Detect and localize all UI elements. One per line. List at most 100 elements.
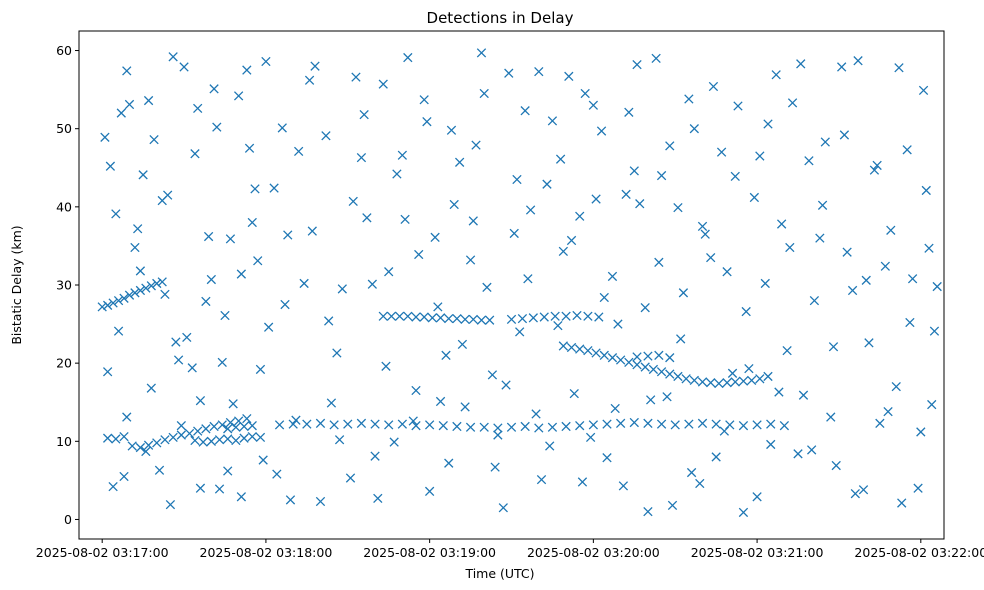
data-point [427,313,438,323]
data-point [424,486,435,496]
data-point [629,166,639,176]
data-point [146,383,156,393]
data-point [689,375,699,386]
data-point [741,306,751,317]
data-point [411,312,421,322]
data-point [146,281,156,291]
data-point [894,63,904,73]
data-point [585,432,596,443]
data-point [127,441,137,451]
data-point [583,345,593,356]
data-point [531,409,541,419]
y-tick-label: 20 [56,356,72,371]
data-point [476,48,487,58]
data-point [424,420,435,430]
data-point [596,126,607,136]
data-point [730,171,740,182]
data-point [490,462,500,472]
data-point [760,278,770,289]
data-point [310,61,320,71]
data-point [141,283,151,293]
data-point [193,103,203,114]
data-point [749,192,760,203]
data-point [171,337,181,347]
data-point [433,302,443,312]
data-point [258,455,268,465]
data-point [602,453,612,463]
data-point [766,419,776,429]
data-points [97,48,942,518]
data-point [545,441,555,451]
data-point [869,165,880,175]
data-point [168,52,178,62]
data-point [370,451,380,461]
data-point [348,196,358,207]
data-point [242,65,252,75]
data-point [384,267,394,277]
x-tick-label: 2025-08-02 03:18:00 [200,545,333,560]
data-point [274,420,285,430]
data-point [122,66,132,76]
data-point [102,367,113,377]
data-point [479,422,489,432]
data-point [280,299,290,310]
data-point [487,370,498,380]
data-point [555,154,566,164]
data-point [465,255,476,265]
data-point [697,418,708,428]
data-point [924,243,934,253]
data-point [580,88,590,99]
data-point [515,327,525,337]
data-point [209,421,219,432]
data-point [209,84,219,94]
data-point [635,199,645,209]
data-point [389,437,399,447]
data-point [225,234,236,244]
data-point [291,415,301,425]
data-point [752,420,762,430]
data-point [902,145,912,155]
data-point [566,342,577,353]
data-point [498,503,508,513]
plot-frame [78,30,945,540]
data-point [722,267,732,277]
y-tick-label: 40 [56,199,72,214]
data-point [891,381,901,392]
data-point [766,439,776,450]
data-point [752,492,762,502]
data-point [236,269,247,279]
data-point [927,399,937,410]
data-point [124,99,135,110]
data-point [528,313,538,323]
data-point [755,374,765,384]
data-point [599,350,609,360]
data-point [643,506,653,517]
data-point [632,360,642,370]
data-point [446,125,457,135]
y-axis: 0 10 20 30 40 50 60 [56,43,79,527]
data-point [602,419,612,429]
data-point [130,288,140,298]
data-point [143,95,154,106]
data-point [577,477,588,487]
data-point [886,225,896,235]
data-point [512,174,522,185]
data-point [457,339,468,350]
data-point [826,412,836,422]
data-point [599,292,609,303]
data-point [176,430,186,440]
data-point [850,489,860,499]
data-point [247,421,257,431]
data-point [203,231,214,242]
data-point [711,452,721,462]
data-point [435,313,446,323]
data-point [321,131,331,141]
data-point [288,419,298,429]
data-point [119,471,129,482]
data-point [294,146,304,157]
data-point [334,435,345,445]
data-point [381,361,391,371]
data-point [615,355,626,365]
data-point [665,369,675,379]
